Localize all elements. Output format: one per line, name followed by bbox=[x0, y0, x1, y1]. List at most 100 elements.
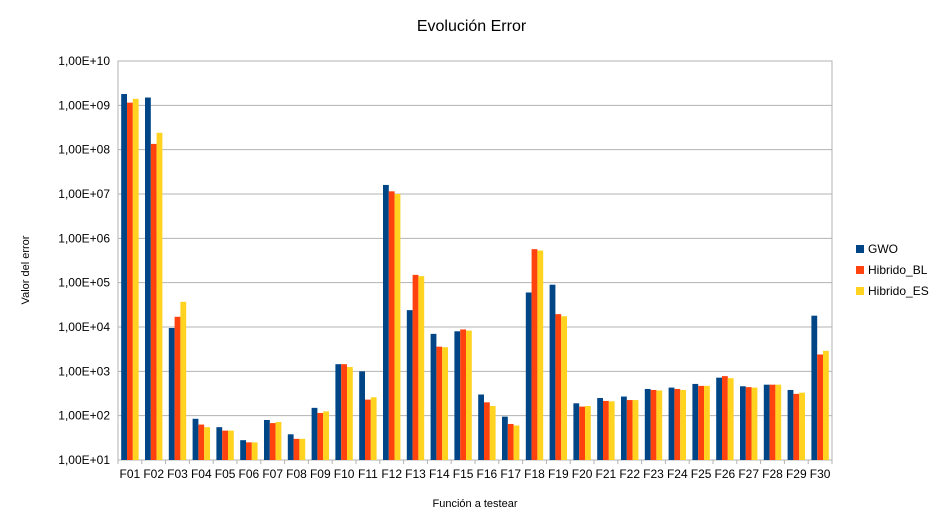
legend-label-hibrido-bl: Hibrido_BL bbox=[868, 262, 928, 277]
bar bbox=[341, 364, 347, 460]
bar bbox=[132, 98, 139, 461]
bar bbox=[180, 301, 187, 460]
bar bbox=[549, 284, 556, 460]
bar bbox=[394, 194, 401, 460]
x-tick-label: F25 bbox=[691, 467, 712, 481]
bar bbox=[228, 430, 234, 460]
bar bbox=[537, 250, 544, 460]
bar bbox=[204, 427, 210, 460]
bar bbox=[264, 419, 270, 460]
x-tick-label: F14 bbox=[429, 467, 450, 481]
bar bbox=[216, 427, 223, 460]
bar bbox=[198, 424, 205, 460]
bar bbox=[740, 386, 746, 460]
bar bbox=[626, 400, 633, 460]
bar bbox=[811, 315, 818, 460]
bar bbox=[656, 390, 663, 460]
bar bbox=[531, 249, 538, 460]
y-tick-label: 1,00E+09 bbox=[58, 98, 110, 112]
legend-swatch-hibrido-es bbox=[856, 286, 864, 295]
bar bbox=[489, 406, 496, 460]
x-tick-label: F13 bbox=[405, 467, 426, 481]
bar bbox=[716, 377, 722, 460]
x-axis-label: Función a testear bbox=[432, 498, 518, 510]
bar bbox=[698, 385, 704, 460]
legend-item-gwo: GWO bbox=[856, 238, 929, 259]
y-tick-label: 1,00E+05 bbox=[58, 276, 110, 290]
bar bbox=[555, 314, 562, 460]
bar bbox=[347, 367, 353, 460]
bar bbox=[745, 387, 752, 460]
bar bbox=[406, 310, 413, 460]
legend-swatch-hibrido-bl bbox=[856, 265, 864, 274]
x-tick-label: F24 bbox=[667, 467, 688, 481]
x-tick-label: F27 bbox=[738, 467, 759, 481]
x-tick-label: F03 bbox=[167, 467, 188, 481]
x-tick-label: F02 bbox=[143, 467, 164, 481]
bar bbox=[317, 412, 324, 460]
bar bbox=[460, 329, 466, 460]
bar bbox=[650, 389, 657, 460]
bar bbox=[370, 397, 377, 460]
bar bbox=[365, 399, 371, 460]
bar bbox=[359, 371, 365, 460]
x-tick-label: F20 bbox=[572, 467, 593, 481]
bar bbox=[430, 333, 437, 460]
bar bbox=[454, 331, 461, 460]
x-tick-label: F28 bbox=[762, 467, 783, 481]
bar bbox=[246, 442, 252, 460]
bar bbox=[787, 389, 794, 460]
x-tick-label: F09 bbox=[310, 467, 331, 481]
bar bbox=[769, 384, 776, 460]
x-tick-label: F11 bbox=[358, 467, 378, 481]
x-tick-label: F17 bbox=[500, 467, 521, 481]
bar bbox=[311, 407, 318, 460]
y-tick-label: 1,00E+03 bbox=[58, 364, 110, 378]
bar bbox=[127, 102, 133, 460]
bar bbox=[293, 438, 300, 460]
bar bbox=[823, 350, 829, 460]
x-tick-label: F04 bbox=[191, 467, 212, 481]
bar bbox=[323, 411, 329, 460]
bar bbox=[579, 406, 585, 460]
bar bbox=[525, 292, 532, 460]
bar bbox=[621, 396, 627, 460]
bar bbox=[692, 383, 699, 460]
bar bbox=[561, 316, 567, 460]
x-tick-label: F22 bbox=[619, 467, 640, 481]
bar bbox=[145, 97, 151, 461]
bar bbox=[412, 274, 419, 460]
bar bbox=[156, 132, 163, 460]
bar bbox=[507, 423, 514, 460]
legend-swatch-gwo bbox=[856, 244, 864, 253]
bar bbox=[436, 346, 443, 460]
bar bbox=[751, 387, 758, 460]
bar bbox=[674, 388, 681, 460]
x-tick-label: F21 bbox=[596, 467, 617, 481]
y-tick-label: 1,00E+08 bbox=[58, 143, 110, 157]
chart-title: Evolución Error bbox=[416, 18, 527, 35]
x-tick-label: F10 bbox=[334, 467, 355, 481]
bar bbox=[722, 376, 728, 460]
bar bbox=[287, 434, 294, 460]
x-tick-label: F01 bbox=[120, 467, 141, 481]
bar bbox=[275, 421, 282, 460]
bar bbox=[573, 403, 580, 460]
bar bbox=[632, 400, 639, 460]
bar bbox=[668, 387, 675, 460]
bar bbox=[466, 330, 472, 460]
y-tick-label: 1,00E+04 bbox=[58, 320, 110, 334]
bar bbox=[680, 389, 686, 460]
x-tick-label: F12 bbox=[381, 467, 402, 481]
x-tick-label: F16 bbox=[477, 467, 498, 481]
x-tick-label: F23 bbox=[643, 467, 664, 481]
bar bbox=[513, 425, 520, 460]
bar bbox=[817, 354, 823, 460]
bar bbox=[442, 347, 448, 460]
bar bbox=[240, 440, 246, 460]
bar bbox=[251, 442, 258, 460]
bar bbox=[644, 388, 651, 460]
bar bbox=[335, 364, 342, 460]
bar bbox=[388, 191, 395, 460]
x-tick-label: F29 bbox=[786, 467, 807, 481]
